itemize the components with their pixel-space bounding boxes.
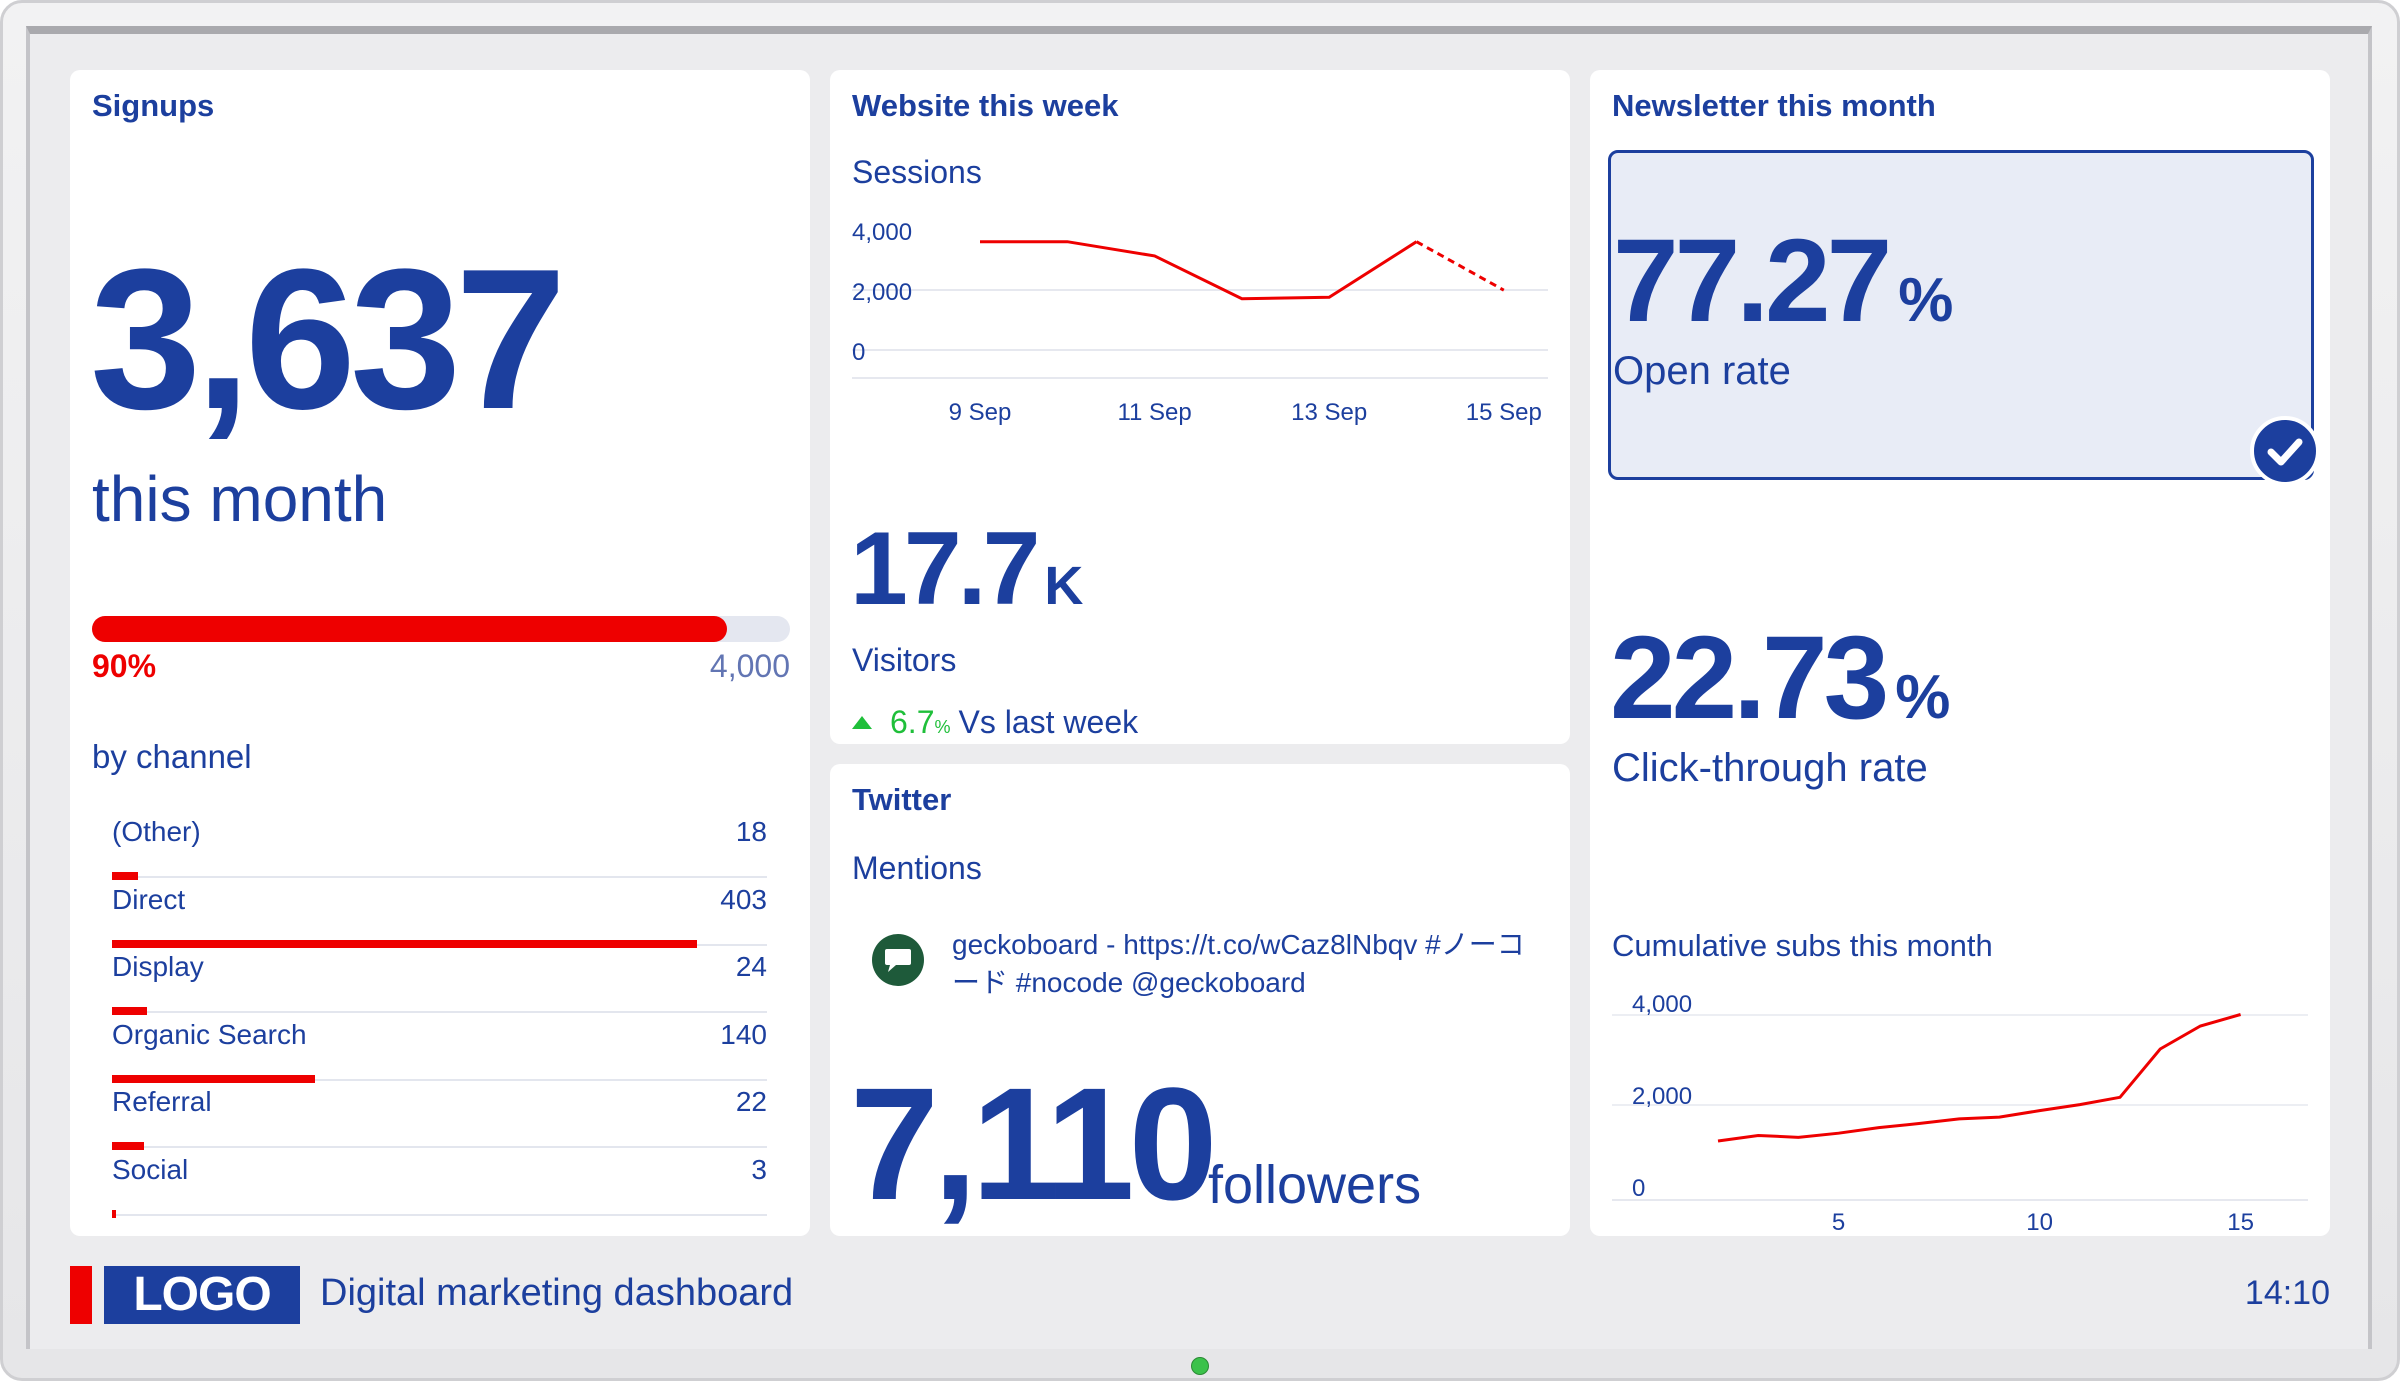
signups-card: Signups 3,637 this month 90% 4,000 by ch… (70, 70, 810, 1236)
newsletter-card: Newsletter this month 77.27% Open rate 2… (1590, 70, 2330, 1236)
y-tick-label: 2,000 (1632, 1083, 1692, 1110)
channel-value: 22 (735, 1086, 767, 1117)
channel-value: 403 (720, 883, 767, 915)
visitors-value: 17.7 (850, 511, 1040, 627)
channel-row: Social 3 (112, 1146, 767, 1218)
change-unit: % (934, 717, 951, 737)
y-tick-label: 2,000 (852, 279, 912, 306)
mentions-label: Mentions (852, 850, 982, 886)
y-tick-label: 0 (852, 339, 865, 366)
channel-row: Direct 403 (112, 876, 767, 948)
followers-label: followers (1208, 1155, 1422, 1215)
sessions-line (980, 240, 1418, 301)
check-circle-icon (2250, 416, 2320, 486)
newsletter-title: Newsletter this month (1612, 88, 1936, 123)
channel-name: Display (112, 951, 204, 982)
channel-row: Organic Search 140 (112, 1011, 767, 1083)
sessions-line-partial (1415, 240, 1505, 292)
channel-bar (112, 1142, 144, 1150)
x-tick-label: 5 (1832, 1209, 1845, 1230)
signups-subtitle: this month (92, 463, 388, 535)
channel-value: 140 (720, 1018, 767, 1050)
channel-bar (112, 1007, 147, 1015)
visitors-label: Visitors (852, 642, 957, 678)
twitter-title: Twitter (852, 782, 952, 817)
channel-bar (112, 1074, 316, 1083)
speech-bubble-avatar-icon (872, 934, 924, 986)
channel-value: 18 (735, 816, 767, 847)
signups-value: 3,637 (90, 228, 566, 451)
ctr-value-group: 22.73% (1610, 610, 1950, 746)
visitors-value-group: 17.7 K (850, 510, 1083, 629)
by-channel-label: by channel (92, 738, 252, 775)
channel-name: Referral (112, 1086, 212, 1117)
visitors-unit: K (1044, 556, 1084, 616)
power-led-icon (1191, 1357, 1209, 1375)
signups-progress-fill (92, 616, 727, 642)
dashboard-screen: Signups 3,637 this month 90% 4,000 by ch… (26, 26, 2372, 1349)
x-tick-label: 15 Sep (1466, 399, 1542, 426)
ctr-label: Click-through rate (1612, 746, 1928, 790)
clock-time: 14:10 (2244, 1274, 2330, 1312)
channel-name: Social (112, 1153, 189, 1185)
open-rate-value: 77.27 (1613, 215, 1892, 347)
open-rate-box: 77.27% Open rate (1608, 150, 2314, 480)
twitter-card: Twitter Mentions geckoboard - https://t.… (830, 764, 1570, 1236)
y-tick-label: 4,000 (852, 219, 912, 246)
cumulative-subs-line (1717, 1013, 2242, 1143)
cumulative-subs-chart: 4,000 2,000 0 5 10 15 (1612, 991, 2308, 1230)
signups-progress-track (92, 616, 790, 642)
y-tick-label: 0 (1632, 1175, 1645, 1202)
channel-name: Organic Search (112, 1018, 307, 1050)
dashboard-title: Digital marketing dashboard (320, 1272, 794, 1314)
y-tick-label: 4,000 (1632, 991, 1692, 1018)
logo: LOGO (104, 1266, 300, 1324)
x-tick-label: 10 (2026, 1209, 2053, 1230)
channel-row: (Other) 18 (112, 808, 767, 880)
channel-value: 3 (751, 1153, 767, 1185)
open-rate-unit: % (1898, 266, 1954, 335)
footer-accent-bar (70, 1266, 92, 1324)
ctr-unit: % (1895, 663, 1951, 732)
channel-value: 24 (735, 951, 767, 982)
signups-progress-percent: 90% (92, 648, 157, 684)
channel-name: Direct (112, 883, 186, 915)
cumulative-label: Cumulative subs this month (1612, 928, 1993, 963)
visitors-change: 6.7% Vs last week (852, 704, 1138, 741)
signups-title: Signups (92, 88, 215, 123)
mention-text: geckoboard - https://t.co/wCaz8lNbqv #ノー… (952, 929, 1525, 998)
channel-bar (112, 939, 697, 948)
change-value: 6.7 (890, 704, 935, 740)
followers-value: 7,110 (850, 1054, 1218, 1233)
website-title: Website this week (852, 88, 1119, 123)
change-label: Vs last week (958, 704, 1139, 740)
sessions-chart: 4,000 2,000 0 9 Sep 11 Sep 13 Sep 15 Sep (852, 219, 1548, 426)
x-tick-label: 9 Sep (949, 399, 1012, 426)
ctr-value: 22.73 (1610, 612, 1889, 744)
channel-name: (Other) (112, 816, 201, 847)
sessions-label: Sessions (852, 154, 982, 190)
check-mark-icon (2267, 438, 2303, 466)
channel-bar (112, 1209, 117, 1218)
speech-bubble-icon (885, 949, 911, 972)
open-rate-label: Open rate (1613, 349, 1791, 393)
signups-goal: 4,000 (709, 648, 790, 684)
channel-row: Referral 22 (112, 1078, 767, 1150)
website-card: Website this week Sessions 4,000 2,000 0 9 … (830, 70, 1570, 744)
triangle-up-icon (852, 716, 872, 729)
x-tick-label: 15 (2227, 1209, 2254, 1230)
x-tick-label: 11 Sep (1117, 399, 1191, 426)
channel-row: Display 24 (112, 943, 767, 1015)
channel-bar (112, 872, 139, 880)
open-rate-value-group: 77.27% (1613, 213, 1953, 349)
x-tick-label: 13 Sep (1291, 399, 1367, 426)
